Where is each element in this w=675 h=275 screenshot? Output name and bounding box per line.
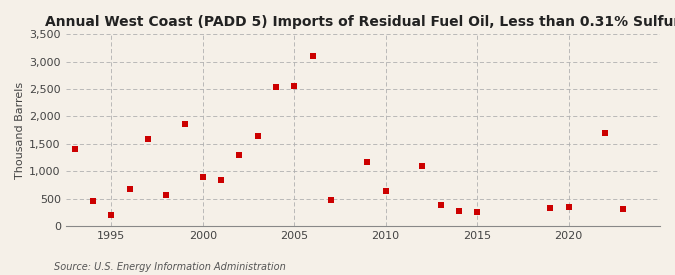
Point <box>234 153 245 158</box>
Point <box>454 208 464 213</box>
Point <box>618 207 629 211</box>
Y-axis label: Thousand Barrels: Thousand Barrels <box>15 82 25 179</box>
Point <box>271 85 281 89</box>
Point <box>545 206 556 211</box>
Point <box>307 54 318 58</box>
Point <box>435 203 446 207</box>
Point <box>179 121 190 126</box>
Point <box>417 164 428 168</box>
Point <box>197 174 208 179</box>
Point <box>70 147 80 152</box>
Point <box>124 186 135 191</box>
Point <box>325 198 336 202</box>
Point <box>216 178 227 182</box>
Point <box>289 84 300 88</box>
Point <box>106 213 117 217</box>
Point <box>472 210 483 214</box>
Point <box>252 134 263 138</box>
Point <box>599 131 610 136</box>
Point <box>563 205 574 209</box>
Point <box>88 199 99 203</box>
Point <box>362 160 373 165</box>
Point <box>161 193 171 197</box>
Text: Source: U.S. Energy Information Administration: Source: U.S. Energy Information Administ… <box>54 262 286 272</box>
Title: Annual West Coast (PADD 5) Imports of Residual Fuel Oil, Less than 0.31% Sulfur: Annual West Coast (PADD 5) Imports of Re… <box>45 15 675 29</box>
Point <box>380 189 391 194</box>
Point <box>142 137 153 142</box>
